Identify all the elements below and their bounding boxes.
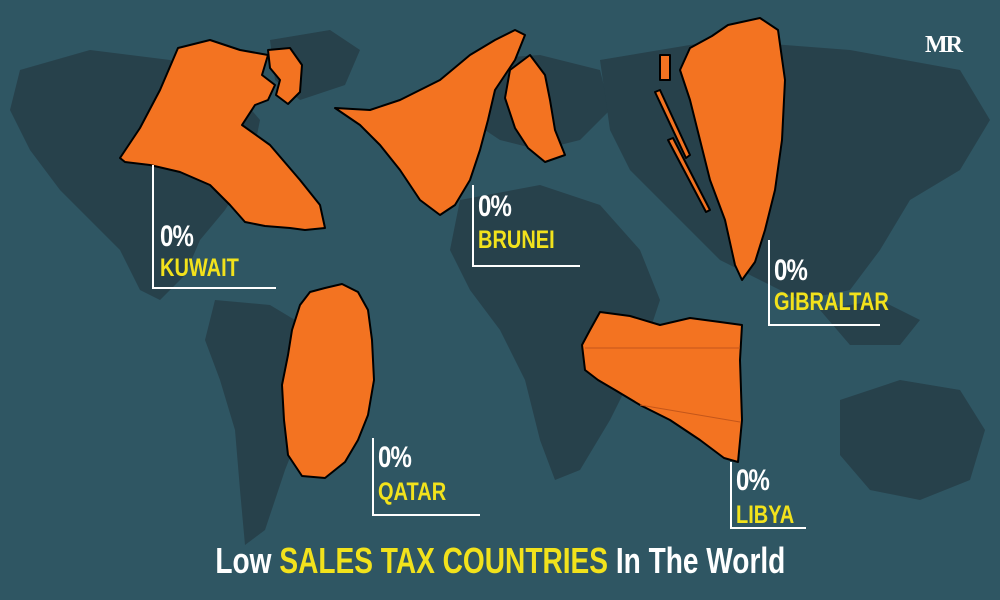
kuwait-rate: 0%: [160, 220, 194, 253]
se-asia-islands-shape: [820, 300, 920, 345]
libya-inner-line: [639, 404, 741, 423]
qatar-name: QATAR: [378, 478, 447, 506]
libya-shape: [581, 311, 743, 463]
title-part-low: Low: [215, 540, 272, 581]
brunei-east-shape: [504, 54, 566, 163]
kuwait-island-shape: [267, 47, 303, 105]
australia-shape: [840, 380, 985, 500]
qatar-bracket: [372, 438, 480, 516]
libya-bracket: [730, 462, 806, 529]
mr-logo: MR: [925, 32, 963, 58]
qatar-shape: [281, 283, 375, 479]
qatar-rate: 0%: [378, 441, 412, 474]
title-part-highlight: SALES TAX COUNTRIES: [278, 540, 608, 581]
libya-rate: 0%: [736, 464, 770, 497]
brunei-name: BRUNEI: [478, 226, 555, 254]
gibraltar-mole-shape: [654, 89, 691, 159]
kuwait-shape: [119, 39, 326, 231]
libya-name: LIBYA: [736, 501, 795, 529]
gibraltar-name: GIBRALTAR: [774, 288, 889, 316]
gibraltar-rate: 0%: [774, 254, 808, 287]
brunei-bracket: [472, 185, 580, 267]
gibraltar-harbour-shape: [659, 54, 671, 81]
title-part-end: In The World: [615, 540, 785, 581]
brunei-rate: 0%: [478, 190, 512, 223]
gibraltar-breakwater-shape: [667, 137, 711, 213]
gibraltar-bracket: [768, 240, 880, 326]
kuwait-bracket: [152, 165, 276, 289]
brunei-west-shape: [334, 29, 526, 216]
kuwait-name: KUWAIT: [160, 254, 239, 282]
gibraltar-shape: [679, 17, 786, 281]
africa-shape: [450, 185, 660, 480]
page-title: Low SALES TAX COUNTRIES In The World: [0, 540, 1000, 582]
